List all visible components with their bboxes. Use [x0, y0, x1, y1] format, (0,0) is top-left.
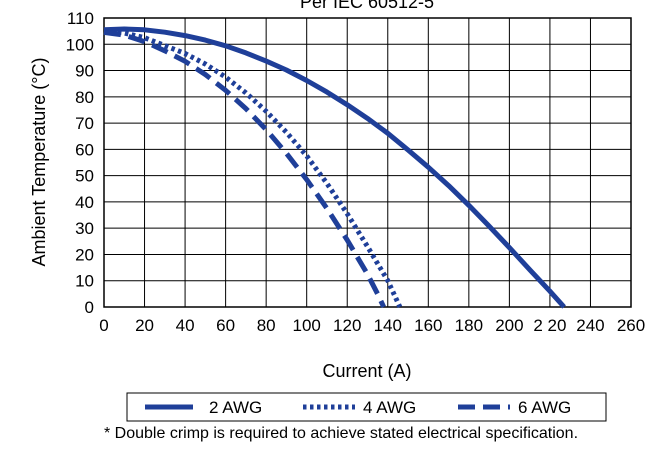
x-tick-label: 60	[216, 316, 235, 335]
y-tick-label: 70	[75, 114, 94, 133]
x-tick-label: 260	[617, 316, 645, 335]
chart-title: Per IEC 60512-5	[300, 0, 434, 12]
legend-label-2-awg: 2 AWG	[209, 398, 262, 417]
y-tick-labels: 0 10 20 30 40 50 60 70 80 90 100 110	[66, 9, 94, 317]
y-tick-label: 100	[66, 35, 94, 54]
legend-label-4-awg: 4 AWG	[363, 398, 416, 417]
x-tick-label: 120	[333, 316, 361, 335]
y-tick-label: 0	[85, 298, 94, 317]
y-tick-label: 20	[75, 245, 94, 264]
x-tick-label: 2 20	[533, 316, 566, 335]
series-line-2-awg	[103, 26, 566, 309]
x-tick-label: 140	[374, 316, 402, 335]
y-tick-label: 40	[75, 193, 94, 212]
y-tick-label: 50	[75, 167, 94, 186]
y-axis-label: Ambient Temperature (°C)	[29, 58, 49, 267]
x-tick-label: 40	[176, 316, 195, 335]
legend-label-6-awg: 6 AWG	[518, 398, 571, 417]
y-tick-label: 30	[75, 219, 94, 238]
legend-box	[126, 392, 607, 422]
y-tick-label: 110	[67, 9, 94, 28]
x-tick-label: 0	[99, 316, 108, 335]
series-layer	[103, 26, 566, 309]
x-tick-labels: 0 20 40 60 80 100 120 140 160 180 200 2 20 240 260	[99, 316, 645, 335]
x-tick-label: 180	[455, 316, 483, 335]
x-tick-label: 80	[257, 316, 276, 335]
y-tick-label: 60	[75, 140, 94, 159]
x-tick-label: 200	[495, 316, 523, 335]
x-axis-label: Current (A)	[322, 361, 411, 381]
plot-area-border	[103, 17, 632, 308]
x-tick-label: 160	[414, 316, 442, 335]
y-tick-label: 90	[75, 62, 94, 81]
y-tick-label: 80	[75, 88, 94, 107]
series-line-6-awg	[103, 29, 386, 309]
series-line-4-awg	[103, 28, 403, 309]
x-tick-label: 100	[293, 316, 321, 335]
footnote: * Double crimp is required to achieve st…	[104, 425, 579, 442]
x-tick-label: 20	[135, 316, 154, 335]
y-tick-label: 10	[75, 272, 94, 291]
legend: 2 AWG 4 AWG 6 AWG	[126, 392, 607, 422]
x-tick-label: 240	[576, 316, 604, 335]
